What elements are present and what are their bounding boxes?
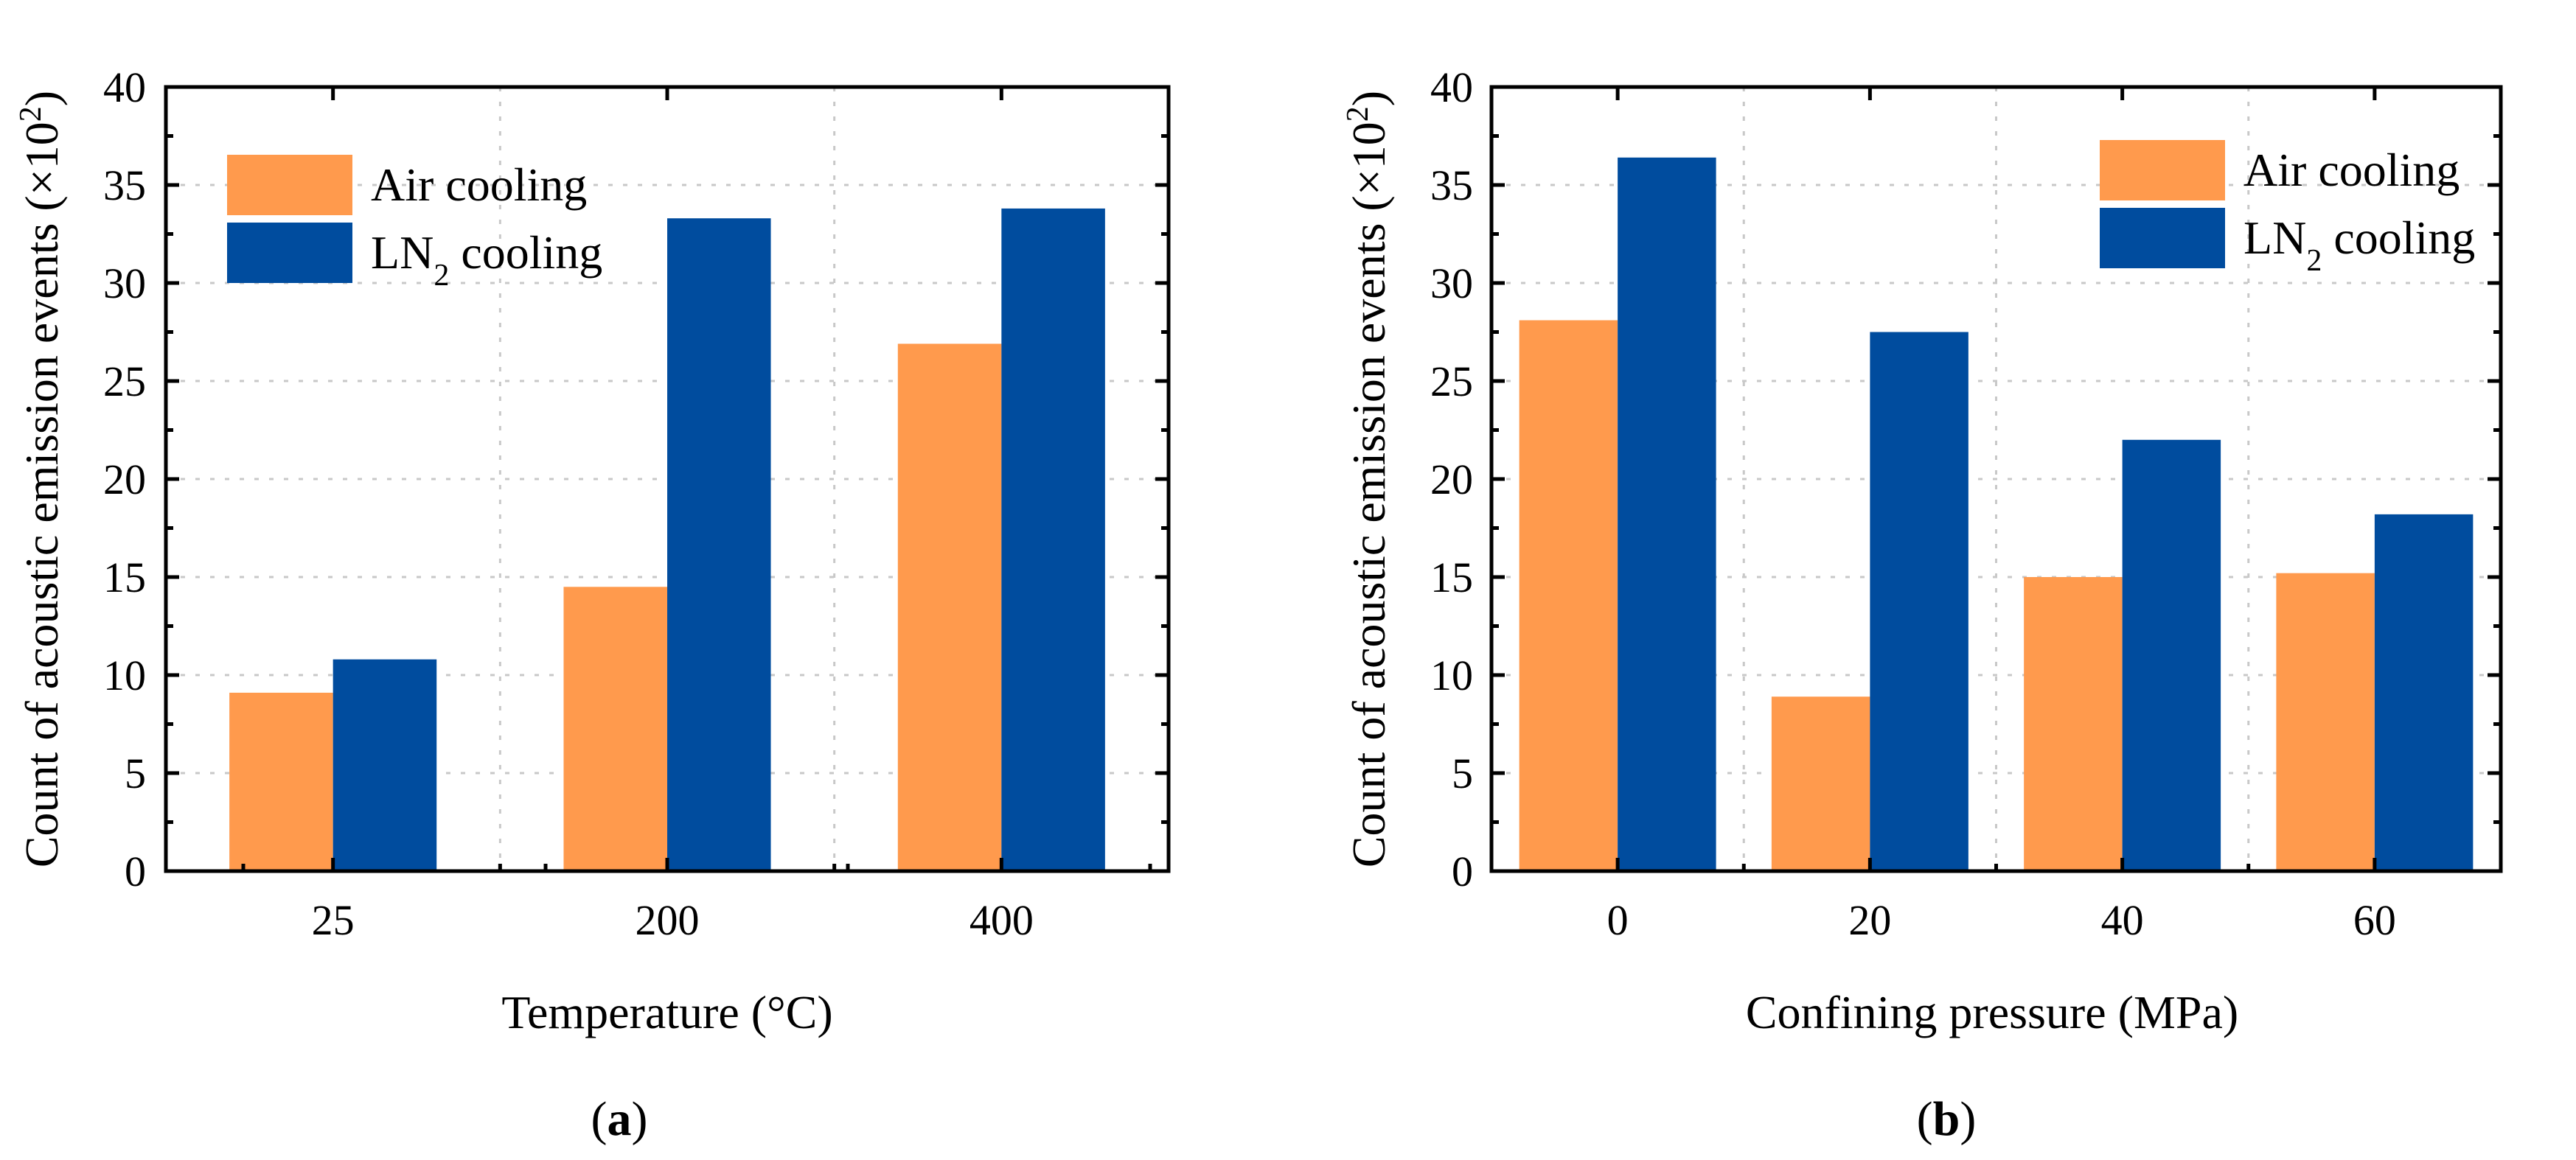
bar-air-cooling-60 [2276,573,2375,871]
y-tick-label: 15 [1430,553,1473,601]
bars [229,208,1105,872]
y-tick-label: 25 [1430,357,1473,405]
x-tick-label: 400 [970,896,1034,944]
bar-ln2-cooling-25 [333,659,437,871]
x-axis-title: Confining pressure (MPa) [1746,986,2238,1038]
y-tick-label: 40 [1430,63,1473,111]
y-tick-label: 10 [103,651,146,699]
y-tick-label: 0 [125,848,146,895]
bar-ln2-cooling-400 [1001,208,1105,871]
y-tick-label: 20 [1430,455,1473,503]
x-tick-label: 200 [636,896,700,944]
bar-ln2-cooling-0 [1618,157,1716,871]
bar-ln2-cooling-40 [2122,439,2221,871]
y-tick-label: 5 [1452,750,1473,797]
y-axis-title: Count of acoustic emission events (×102) [14,91,68,867]
x-tick-label: 0 [1607,896,1629,944]
y-tick-label: 35 [1430,161,1473,209]
y-tick-label: 15 [103,553,146,601]
bar-air-cooling-40 [2024,577,2123,871]
legend-label-air-cooling: Air cooling [2243,144,2460,196]
legend-swatch-ln2-cooling [227,223,352,283]
x-tick-label: 25 [312,896,355,944]
chart-a: 0 5 10 15 20 25 30 35 40 25 200 400 Temperature (°C)… [14,63,1171,1146]
legend: Air cooling LN2 cooling [2100,140,2475,278]
x-axis: 0 20 40 60 [1607,87,2396,944]
y-tick-label: 0 [1452,848,1473,895]
y-axis: 0 5 10 15 20 25 30 35 40 [1430,63,2501,895]
bar-ln2-cooling-60 [2374,514,2474,871]
panel-label: (a) [591,1092,648,1146]
panel-label: (b) [1917,1092,1977,1146]
legend-swatch-ln2-cooling [2100,208,2225,268]
chart-b: 0 5 10 15 20 25 30 35 40 0 20 40 60 Confining pressur… [1341,63,2503,1146]
bar-ln2-cooling-200 [667,218,771,872]
bar-air-cooling-400 [897,343,1002,872]
x-tick-label: 60 [2353,896,2396,944]
y-axis: 0 5 10 15 20 25 30 35 40 [103,63,1169,895]
bars [1519,157,2474,871]
y-tick-label: 40 [103,63,146,111]
y-tick-label: 30 [1430,259,1473,307]
legend-label-ln2-cooling: LN2 cooling [2243,212,2475,278]
legend-swatch-air-cooling [227,155,352,215]
y-tick-label: 35 [103,161,146,209]
bar-ln2-cooling-20 [1870,332,1968,871]
legend: Air cooling LN2 cooling [227,155,602,293]
legend-label-air-cooling: Air cooling [371,158,587,211]
x-axis: 25 200 400 [241,87,1152,944]
y-tick-label: 5 [125,750,146,797]
y-axis-title: Count of acoustic emission events (×102) [1341,91,1395,867]
y-tick-label: 25 [103,357,146,405]
x-tick-label: 40 [2101,896,2144,944]
x-axis-title: Temperature (°C) [501,986,832,1038]
legend-label-ln2-cooling: LN2 cooling [371,226,602,293]
bar-air-cooling-0 [1519,320,1618,871]
bar-air-cooling-20 [1771,696,1870,871]
legend-swatch-air-cooling [2100,140,2225,200]
y-tick-label: 20 [103,455,146,503]
x-tick-label: 20 [1848,896,1891,944]
bar-air-cooling-25 [229,692,333,871]
bar-air-cooling-200 [563,587,667,871]
y-tick-label: 30 [103,259,146,307]
y-tick-label: 10 [1430,651,1473,699]
